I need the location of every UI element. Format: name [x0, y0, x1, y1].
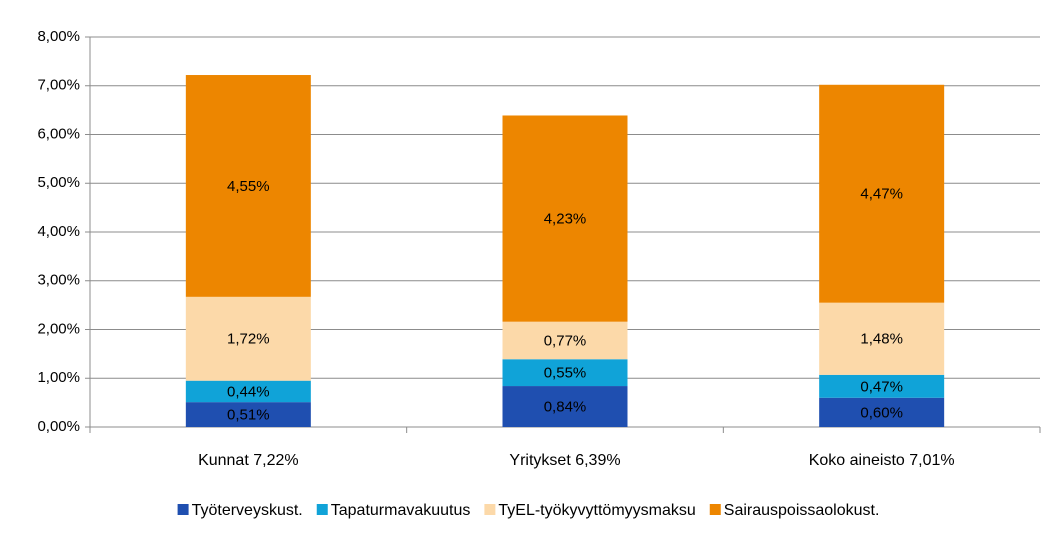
y-tick-label: 1,00% — [37, 369, 80, 386]
y-tick-label: 4,00% — [37, 223, 80, 240]
legend-swatch — [709, 504, 721, 515]
data-label: 4,55% — [227, 178, 270, 195]
legend-label: Työterveyskust. — [192, 502, 303, 519]
x-tick-label: Yritykset 6,39% — [509, 452, 620, 469]
data-label: 0,84% — [544, 398, 587, 415]
data-label: 0,60% — [860, 404, 903, 421]
data-label: 1,48% — [860, 331, 903, 348]
data-label: 0,55% — [544, 365, 587, 382]
legend-swatch — [484, 504, 496, 515]
bar-segment — [502, 359, 628, 387]
data-label: 4,23% — [544, 211, 587, 228]
bar-segment — [819, 302, 945, 375]
legend-label: Tapaturmavakuutus — [331, 502, 471, 519]
bar-segment — [502, 386, 628, 427]
bar-segment — [185, 296, 311, 381]
data-label: 0,77% — [544, 332, 587, 349]
bar-segment — [819, 374, 945, 398]
bar-segment — [502, 115, 628, 322]
data-label: 0,47% — [860, 378, 903, 395]
legend-swatch — [316, 504, 328, 515]
y-tick-label: 6,00% — [37, 125, 80, 142]
legend-swatch — [177, 504, 189, 515]
y-tick-label: 0,00% — [37, 418, 80, 435]
bar-segment — [502, 321, 628, 360]
data-label: 0,51% — [227, 407, 270, 424]
x-tick-label: Koko aineisto 7,01% — [809, 452, 955, 469]
x-tick-label: Kunnat 7,22% — [198, 452, 299, 469]
bar-segment — [185, 402, 311, 427]
legend-label: Sairauspoissaolokust. — [724, 502, 880, 519]
bar-segment — [185, 75, 311, 297]
y-tick-label: 3,00% — [37, 272, 80, 289]
data-label: 0,44% — [227, 383, 270, 400]
y-tick-label: 8,00% — [37, 28, 80, 45]
bar-segment — [185, 380, 311, 403]
y-tick-label: 7,00% — [37, 77, 80, 94]
data-label: 1,72% — [227, 331, 270, 348]
y-tick-label: 2,00% — [37, 320, 80, 337]
bar-segment — [819, 397, 945, 427]
legend-label: TyEL-työkyvyttömyysmaksu — [498, 502, 695, 519]
data-label: 4,47% — [860, 186, 903, 203]
bar-segment — [819, 84, 945, 303]
y-tick-label: 5,00% — [37, 174, 80, 191]
